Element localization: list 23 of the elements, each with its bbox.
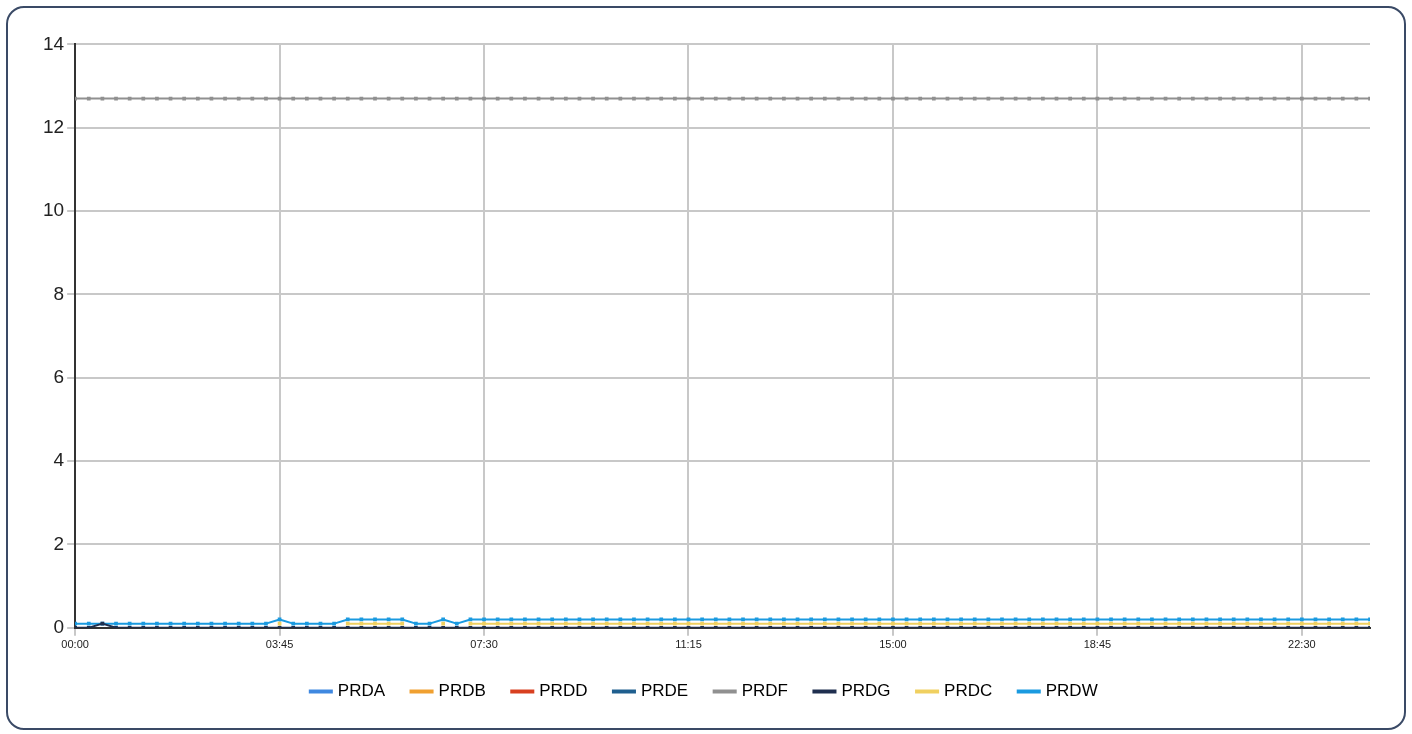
x-tick-label: 07:30 — [470, 638, 498, 651]
y-tick-label: 0 — [53, 616, 65, 638]
x-tick-label: 00:00 — [61, 638, 89, 651]
legend-label: PRDB — [438, 681, 486, 701]
y-tick-label: 10 — [42, 199, 65, 221]
legend-label: PRDF — [741, 681, 788, 701]
x-tick-label: 15:00 — [879, 638, 907, 651]
legend-label: PRDD — [539, 681, 588, 701]
x-tick-label: 11:15 — [675, 638, 702, 651]
legend-label: PRDG — [841, 681, 891, 701]
legend-label: PRDE — [640, 681, 689, 701]
legend-label: PRDW — [1045, 681, 1098, 701]
x-tick-label: 22:30 — [1288, 638, 1316, 651]
x-tick-label: 18:45 — [1083, 638, 1112, 651]
y-tick-label: 12 — [42, 115, 65, 137]
legend-label: PRDC — [944, 681, 993, 701]
y-tick-label: 2 — [53, 532, 65, 554]
y-tick-label: 14 — [42, 32, 65, 54]
y-tick-label: 8 — [53, 282, 65, 304]
legend-label: PRDA — [337, 681, 386, 701]
x-tick-label: 03:45 — [265, 638, 294, 651]
y-tick-label: 6 — [53, 366, 65, 388]
y-tick-label: 4 — [53, 449, 65, 471]
